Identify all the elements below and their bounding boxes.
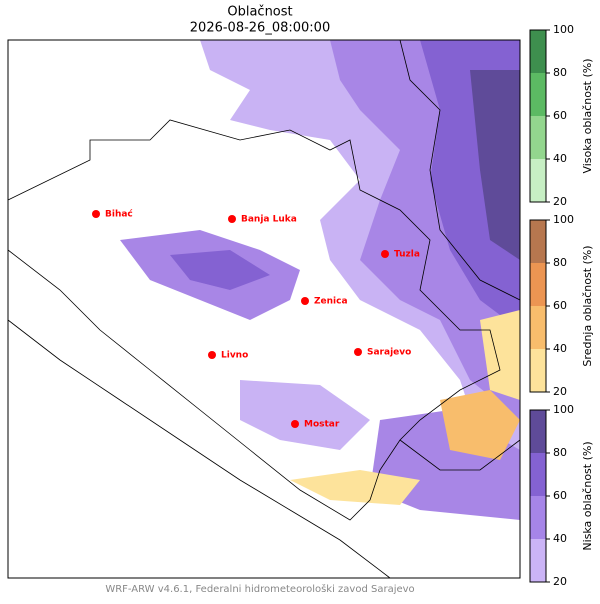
cloud-mid — [290, 470, 420, 505]
city-dot — [92, 210, 100, 218]
colorbar-band — [530, 73, 546, 116]
colorbar-tick-label: 60 — [553, 299, 567, 312]
colorbar-tick-label: 100 — [553, 23, 574, 36]
colorbar-band — [530, 410, 546, 453]
colorbar-band — [530, 263, 546, 306]
border — [399, 39, 521, 301]
subtitle: 2026-08-26_08:00:00 — [190, 21, 330, 36]
colorbar-tick-label: 40 — [553, 532, 567, 545]
colorbar-tick-label: 20 — [553, 575, 567, 588]
colorbar-band — [530, 539, 546, 582]
map-frame — [7, 39, 521, 579]
colorbar-tick-label: 80 — [553, 446, 567, 459]
colorbar-tick-label: 100 — [553, 403, 574, 416]
city-label: Tuzla — [394, 250, 420, 260]
city-label: Zenica — [314, 297, 348, 307]
colorbar-band — [530, 306, 546, 349]
cloud-mid — [440, 390, 520, 460]
cloud-mid — [480, 310, 520, 400]
colorbar-tick-label: 40 — [553, 342, 567, 355]
colorbar-tick-label: 60 — [553, 109, 567, 122]
colorbar-band — [530, 349, 546, 392]
city-label: Sarajevo — [367, 348, 411, 358]
border — [7, 119, 501, 521]
colorbar-band — [530, 116, 546, 159]
city-dot — [291, 420, 299, 428]
city-dot — [228, 215, 236, 223]
city-dot — [208, 351, 216, 359]
colorbar-band — [530, 159, 546, 202]
city-dot — [354, 348, 362, 356]
city-dot — [381, 250, 389, 258]
colorbar-label: Srednja oblačnost (%) — [581, 245, 594, 366]
colorbar-tick-label: 80 — [553, 256, 567, 269]
city-dot — [301, 297, 309, 305]
city-label: Livno — [221, 351, 248, 361]
colorbar-label: Niska oblačnost (%) — [581, 441, 594, 550]
colorbar-tick-label: 40 — [553, 152, 567, 165]
city-label: Banja Luka — [241, 215, 297, 225]
city-label: Mostar — [304, 420, 340, 430]
map — [7, 39, 521, 579]
border — [399, 439, 521, 471]
colorbar-tick-label: 20 — [553, 195, 567, 208]
cloud-low — [240, 380, 370, 450]
coastline — [7, 319, 391, 579]
colorbar-band — [530, 30, 546, 73]
colorbar-band — [530, 453, 546, 496]
colorbar-tick-label: 60 — [553, 489, 567, 502]
city-label: Bihać — [105, 209, 133, 220]
cloud-low — [470, 70, 520, 260]
colorbar-tick-label: 20 — [553, 385, 567, 398]
colorbar-band — [530, 220, 546, 263]
footer: WRF-ARW v4.6.1, Federalni hidrometeorolo… — [105, 583, 414, 595]
colorbar-tick-label: 80 — [553, 66, 567, 79]
cloud-low — [170, 250, 270, 290]
colorbar-band — [530, 496, 546, 539]
colorbar-label: Visoka oblačnost (%) — [581, 58, 594, 173]
title: Oblačnost — [227, 5, 292, 20]
colorbar-tick-label: 100 — [553, 213, 574, 226]
